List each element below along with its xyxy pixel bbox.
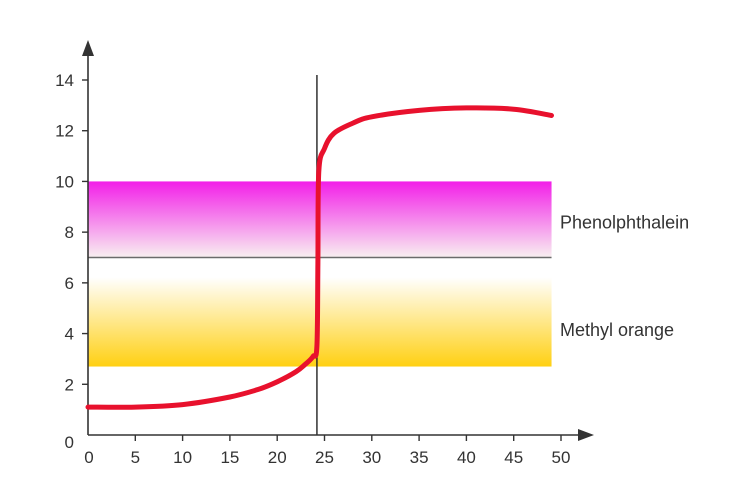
x-tick-label: 0	[84, 448, 93, 467]
y-tick-label: 8	[65, 223, 74, 242]
x-tick-label: 20	[268, 448, 287, 467]
x-tick-label: 25	[315, 448, 334, 467]
y-axis-ticks: 0 2 4 6 8 10 12 14	[55, 71, 88, 452]
x-tick-label: 5	[131, 448, 140, 467]
x-axis-ticks: 0 5 10 15 20 25 30 35 40 45 50	[84, 435, 570, 467]
y-axis-arrow-icon	[82, 40, 94, 56]
axes	[82, 40, 594, 441]
x-tick-label: 35	[410, 448, 429, 467]
x-axis-arrow-icon	[578, 429, 594, 441]
y-tick-label: 4	[65, 325, 74, 344]
band-labels: Phenolphthalein Methyl orange	[560, 212, 689, 340]
y-tick-label: 12	[55, 122, 74, 141]
titration-curve	[85, 105, 554, 410]
x-tick-label: 10	[173, 448, 192, 467]
y-tick-label: 10	[55, 172, 74, 191]
x-tick-label: 15	[220, 448, 239, 467]
y-tick-label: 14	[55, 71, 74, 90]
y-tick-label: 2	[65, 375, 74, 394]
x-tick-label: 50	[552, 448, 571, 467]
x-tick-label: 45	[504, 448, 523, 467]
phenolphthalein-label: Phenolphthalein	[560, 212, 689, 232]
x-tick-label: 40	[457, 448, 476, 467]
x-tick-label: 30	[362, 448, 381, 467]
y-tick-label: 0	[65, 433, 74, 452]
y-tick-label: 6	[65, 274, 74, 293]
methyl-orange-label: Methyl orange	[560, 320, 674, 340]
